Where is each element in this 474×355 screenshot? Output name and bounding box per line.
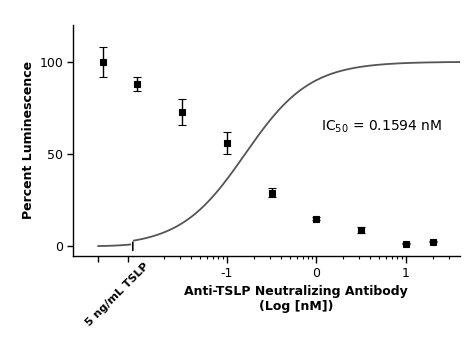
Y-axis label: Percent Luminescence: Percent Luminescence xyxy=(22,61,35,219)
Text: 5 ng/mL TSLP: 5 ng/mL TSLP xyxy=(84,261,151,328)
X-axis label: Anti-TSLP Neutralizing Antibody
(Log [nM]): Anti-TSLP Neutralizing Antibody (Log [nM… xyxy=(184,285,408,312)
Text: IC$_{50}$ = 0.1594 nM: IC$_{50}$ = 0.1594 nM xyxy=(321,118,442,135)
